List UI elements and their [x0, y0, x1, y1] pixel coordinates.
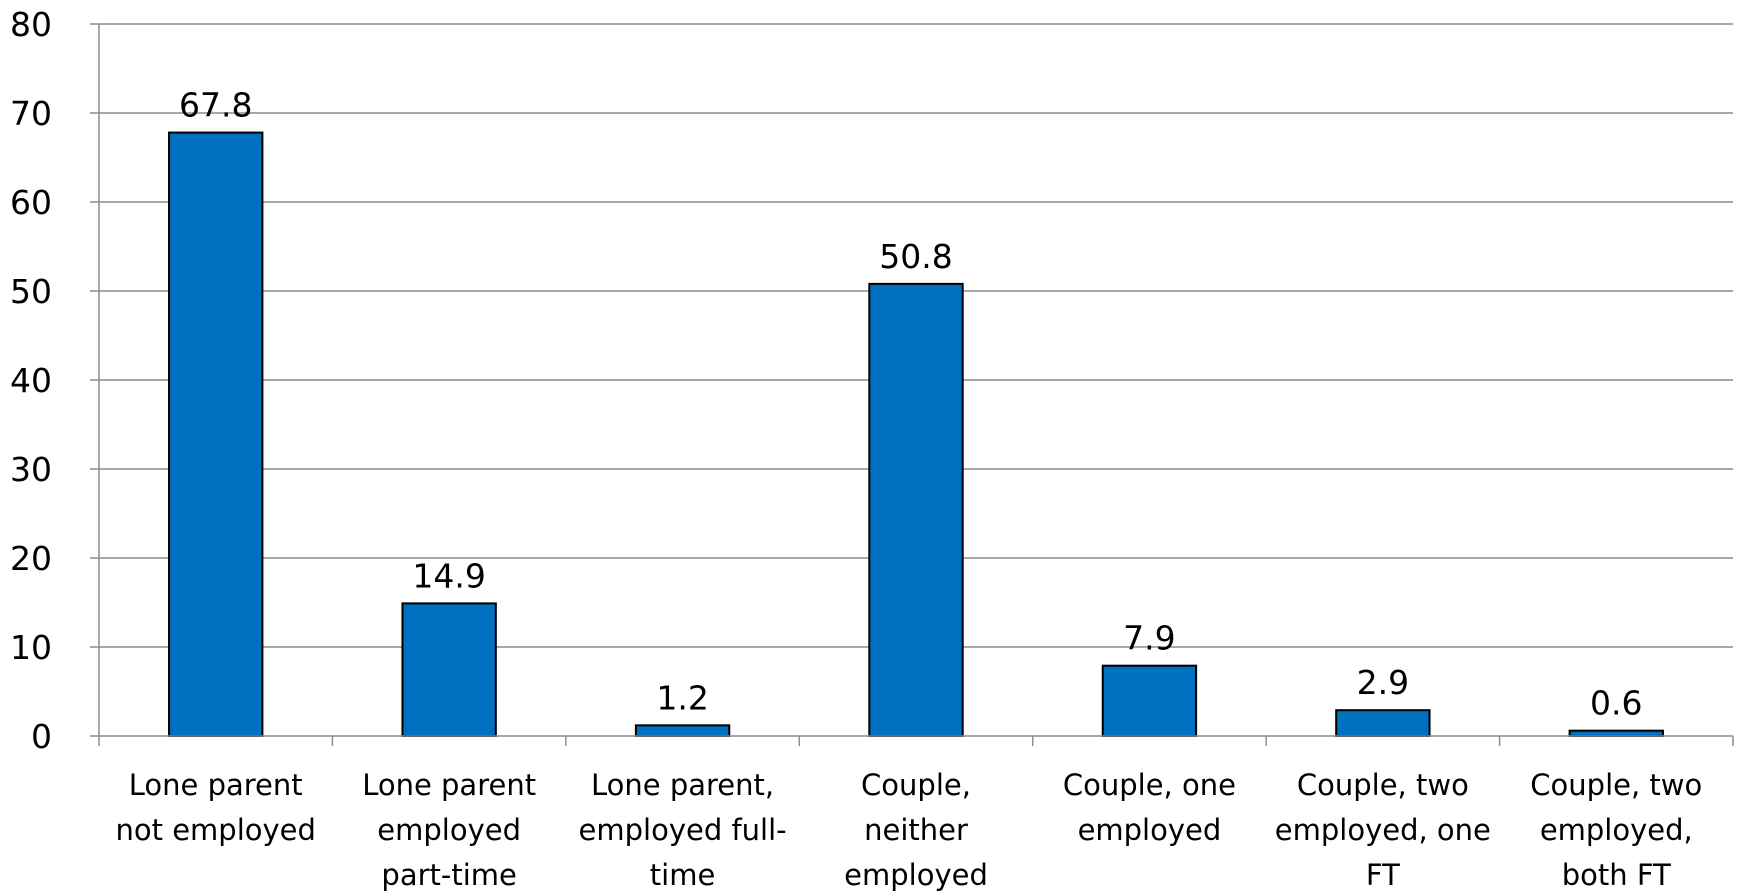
- y-tick-labels: 0 10 20 30 40 50 60 70 80: [10, 5, 52, 756]
- bar: [1101, 664, 1198, 737]
- data-label: 1.2: [656, 678, 708, 717]
- y-tick-label: 30: [10, 450, 52, 489]
- data-labels: 67.8 14.9 1.2 50.8 7.9 2.9 0.6: [179, 86, 1643, 723]
- data-label: 14.9: [412, 556, 485, 595]
- x-tick-label: Lone parent, employed full-time: [579, 768, 787, 892]
- data-label: 7.9: [1123, 619, 1175, 658]
- x-tick-label: Couple, two employed, both FT: [1530, 768, 1702, 892]
- data-label: 67.8: [179, 86, 252, 125]
- x-tick-label: Couple, two employed, one FT: [1275, 768, 1491, 892]
- data-label: 2.9: [1357, 663, 1409, 702]
- bar: [1335, 709, 1431, 738]
- y-tick-label: 70: [10, 94, 52, 133]
- bar: [1568, 729, 1664, 737]
- axes: [90, 23, 1734, 746]
- data-label: 50.8: [879, 237, 952, 276]
- bar: [401, 602, 497, 738]
- x-tick-label: Lone parent not employed: [115, 768, 315, 847]
- x-tick-label: Lone parent employed part-time: [362, 768, 536, 892]
- x-tick-label: Couple, neither employed: [844, 768, 988, 892]
- y-tick-label: 0: [31, 717, 52, 756]
- bar: [634, 724, 731, 738]
- y-tick-label: 50: [10, 272, 52, 311]
- bar: [868, 282, 964, 737]
- y-tick-label: 40: [10, 361, 52, 400]
- x-tick-label: Couple, one employed: [1063, 768, 1236, 847]
- bars: [168, 131, 1664, 738]
- y-tick-label: 20: [10, 539, 52, 578]
- x-tick-labels: Lone parent not employed Lone parent employ…: [115, 768, 1702, 892]
- bar: [168, 131, 264, 737]
- y-tick-label: 60: [10, 183, 52, 222]
- data-label: 0.6: [1590, 684, 1642, 723]
- y-tick-label: 10: [10, 628, 52, 667]
- y-tick-label: 80: [10, 5, 52, 44]
